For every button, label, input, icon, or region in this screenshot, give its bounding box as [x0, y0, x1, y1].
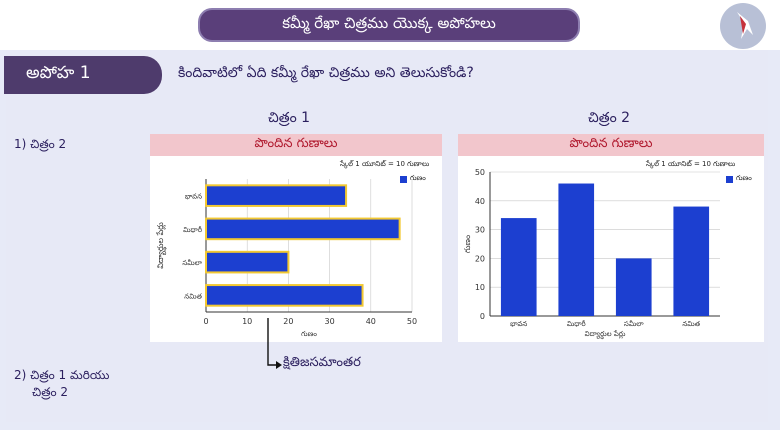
chart-2-title: చిత్రం 2: [588, 110, 631, 126]
chart-1-y-axis-label: విద్యార్థుల పేర్లు: [156, 222, 167, 269]
chart-2-panel: పొందిన గుణాలు స్కేల్ 1 యూనిట్ = 10 గుణాల…: [458, 134, 764, 342]
chart-1-category-label: సమీలా: [182, 259, 202, 267]
chart-1-category-label: మిధారీ: [183, 226, 202, 234]
chart-1-legend-label: గుణం: [410, 174, 426, 182]
chart-1-subtitle: పొందిన గుణాలు: [150, 134, 442, 156]
chart-2-legend: గుణం: [726, 174, 752, 184]
chart-2-y-axis-label: గుణం: [463, 235, 472, 253]
chart-2-tick-label: 30: [475, 226, 485, 235]
chart-1-tick-label: 40: [366, 317, 376, 326]
chart-2-tick-label: 40: [475, 197, 485, 206]
chart-2-bar: [500, 218, 537, 316]
chart-1-panel: పొందిన గుణాలు స్కేల్ 1 యూనిట్ = 10 గుణాల…: [150, 134, 442, 342]
chart-2-category-label: నమిత: [682, 320, 700, 328]
chart-1-svg: 0 10 20 30 40 50 భావన మిధారీ సమీలా నమిత గుణం విద్యా…: [156, 179, 417, 338]
chart-1-tick-label: 10: [242, 317, 252, 326]
chart-2-x-axis-label: విద్యార్థుల పేర్లు: [585, 330, 626, 340]
chart-2-legend-label: గుణం: [736, 174, 752, 182]
chart-1-scale-note: స్కేల్ 1 యూనిట్ = 10 గుణాలు: [340, 160, 430, 168]
chart-2-bar: [615, 258, 652, 316]
chart-2-bar: [673, 206, 710, 316]
chart-2-category-label: భావన: [510, 320, 527, 328]
hypothesis-label: అపోహ 1: [4, 56, 162, 94]
chart-1-category-label: భావన: [185, 193, 202, 201]
chart-1-title: చిత్రం 1: [268, 110, 311, 126]
chart-2-svg: 0 10 20 30 40 50 భావన మిధారీ సమీలా నమిత విద్యార్థు…: [463, 168, 720, 340]
chart-1-bar: [205, 250, 290, 274]
chart-2-tick-label: 10: [475, 283, 485, 292]
annotation-label: క్షితిజసమాంతర: [283, 355, 361, 370]
chart-2-tick-label: 50: [475, 168, 485, 177]
chart-1-x-axis-label: గుణం: [301, 330, 317, 338]
chart-1-tick-label: 30: [325, 317, 335, 326]
page-title: కమ్మీ రేఖా చిత్రము యొక్క అపోహలు: [198, 8, 580, 42]
chart-1-tick-label: 50: [407, 317, 417, 326]
chart-2-scale-note: స్కేల్ 1 యూనిట్ = 10 గుణాలు: [646, 160, 736, 168]
option-1[interactable]: 1) చిత్రం 2: [14, 137, 67, 151]
chart-1-legend: గుణం: [400, 174, 426, 184]
chart-2-category-label: మిధారీ: [567, 320, 586, 328]
chart-2-tick-label: 20: [475, 254, 485, 263]
chart-1-category-label: నమిత: [184, 292, 202, 300]
option-2[interactable]: 2) చిత్రం 1 మరియు చిత్రం 2: [14, 368, 109, 402]
option-2-line2: చిత్రం 2: [32, 385, 69, 399]
chart-2-legend-swatch: [726, 175, 733, 183]
chart-2-subtitle: పొందిన గుణాలు: [458, 134, 764, 156]
option-2-line1: 2) చిత్రం 1 మరియు: [14, 368, 110, 382]
chart-2-category-label: సమీలా: [624, 320, 644, 328]
chart-1-tick-label: 0: [203, 317, 208, 326]
chart-2-tick-label: 0: [480, 312, 485, 321]
chart-1-bar: [205, 184, 348, 207]
logo: [720, 3, 766, 49]
chart-1-bar: [205, 217, 401, 241]
question-text: కిందివాటిలో ఏది కమ్మీ రేఖా చిత్రము అని త…: [178, 65, 474, 81]
logo-icon: [737, 12, 753, 39]
chart-1-bar: [205, 284, 364, 307]
chart-1-legend-swatch: [400, 175, 407, 183]
chart-1-tick-label: 20: [283, 317, 293, 326]
chart-2-bar: [558, 183, 595, 316]
